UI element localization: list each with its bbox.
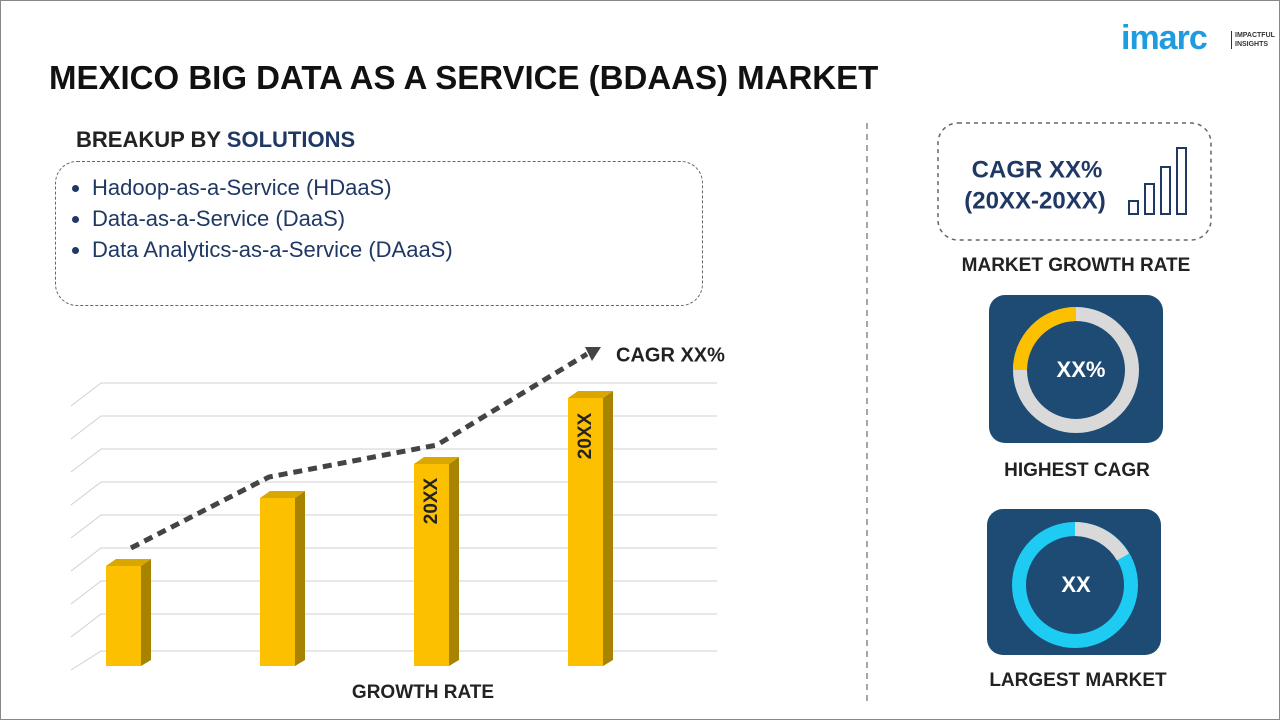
grid-line [70,448,717,473]
breakup-prefix: BREAKUP BY [76,127,221,152]
icon-bar [1144,183,1155,215]
growth-box [937,122,1212,241]
title: MEXICO BIG DATA AS A SERVICE (BDAAS) MAR… [49,59,879,96]
bar-top [414,457,459,464]
trend-label: CAGR XX% [616,344,725,366]
logo-tagline-1: IMPACTFUL [1235,32,1275,39]
grid-line [70,415,717,440]
breakup-box: Hadoop-as-a-Service (HDaaS) Data-as-a-Se… [55,161,703,306]
growth-icon [1128,147,1187,215]
bars [106,391,613,666]
grid-line [70,613,717,638]
bar-label: 20XX [421,477,442,524]
grid-line [70,514,717,539]
bar [260,498,295,666]
trend-line [129,351,589,551]
grid [70,382,717,671]
breakup-list: Hadoop-as-a-Service (HDaaS) Data-as-a-Se… [56,172,702,265]
logo-tagline-2: INSIGHTS [1235,41,1269,48]
breakup-item: Data Analytics-as-a-Service (DAaaS) [92,234,702,265]
cagr-value: XX% [1057,357,1106,382]
market-ring-rest [1074,522,1130,561]
grid-line [70,650,717,671]
grid-line [70,382,717,407]
bar-side [603,391,613,666]
breakup-highlight: SOLUTIONS [226,127,356,152]
axis-label: GROWTH RATE [352,682,494,703]
grid-line [70,547,717,572]
icon-bar [1160,166,1171,215]
bar-side [295,491,305,666]
bar-side [449,457,459,666]
cagr-ring-highlight [1013,307,1077,371]
trend-arrow [585,347,601,361]
bar [414,464,449,666]
cagr-caption: HIGHEST CAGR [1004,460,1150,481]
bar-label: 20XX [575,412,596,459]
breakup-item: Data-as-a-Service (DaaS) [92,203,702,234]
icon-bar [1128,200,1139,215]
bar-top [260,491,305,498]
growth-line-1: CAGR XX% [972,156,1103,183]
market-value: XX [1061,572,1091,597]
grid-line [70,580,717,605]
growth-line-2: (20XX-20XX) [964,187,1105,214]
bar-side [141,559,151,666]
bar [568,398,603,666]
logo-tagline: IMPACTFUL INSIGHTS [1231,31,1275,49]
logo-brand: imarc [1121,19,1208,57]
grid-line [70,481,717,506]
breakup-item: Hadoop-as-a-Service (HDaaS) [92,172,702,203]
icon-bar [1176,147,1187,215]
growth-caption: MARKET GROWTH RATE [962,255,1191,276]
market-caption: LARGEST MARKET [989,670,1167,691]
bar [106,566,141,666]
bar-top [106,559,151,566]
bar-top [568,391,613,398]
breakup-heading: BREAKUP BY SOLUTIONS [76,127,355,153]
